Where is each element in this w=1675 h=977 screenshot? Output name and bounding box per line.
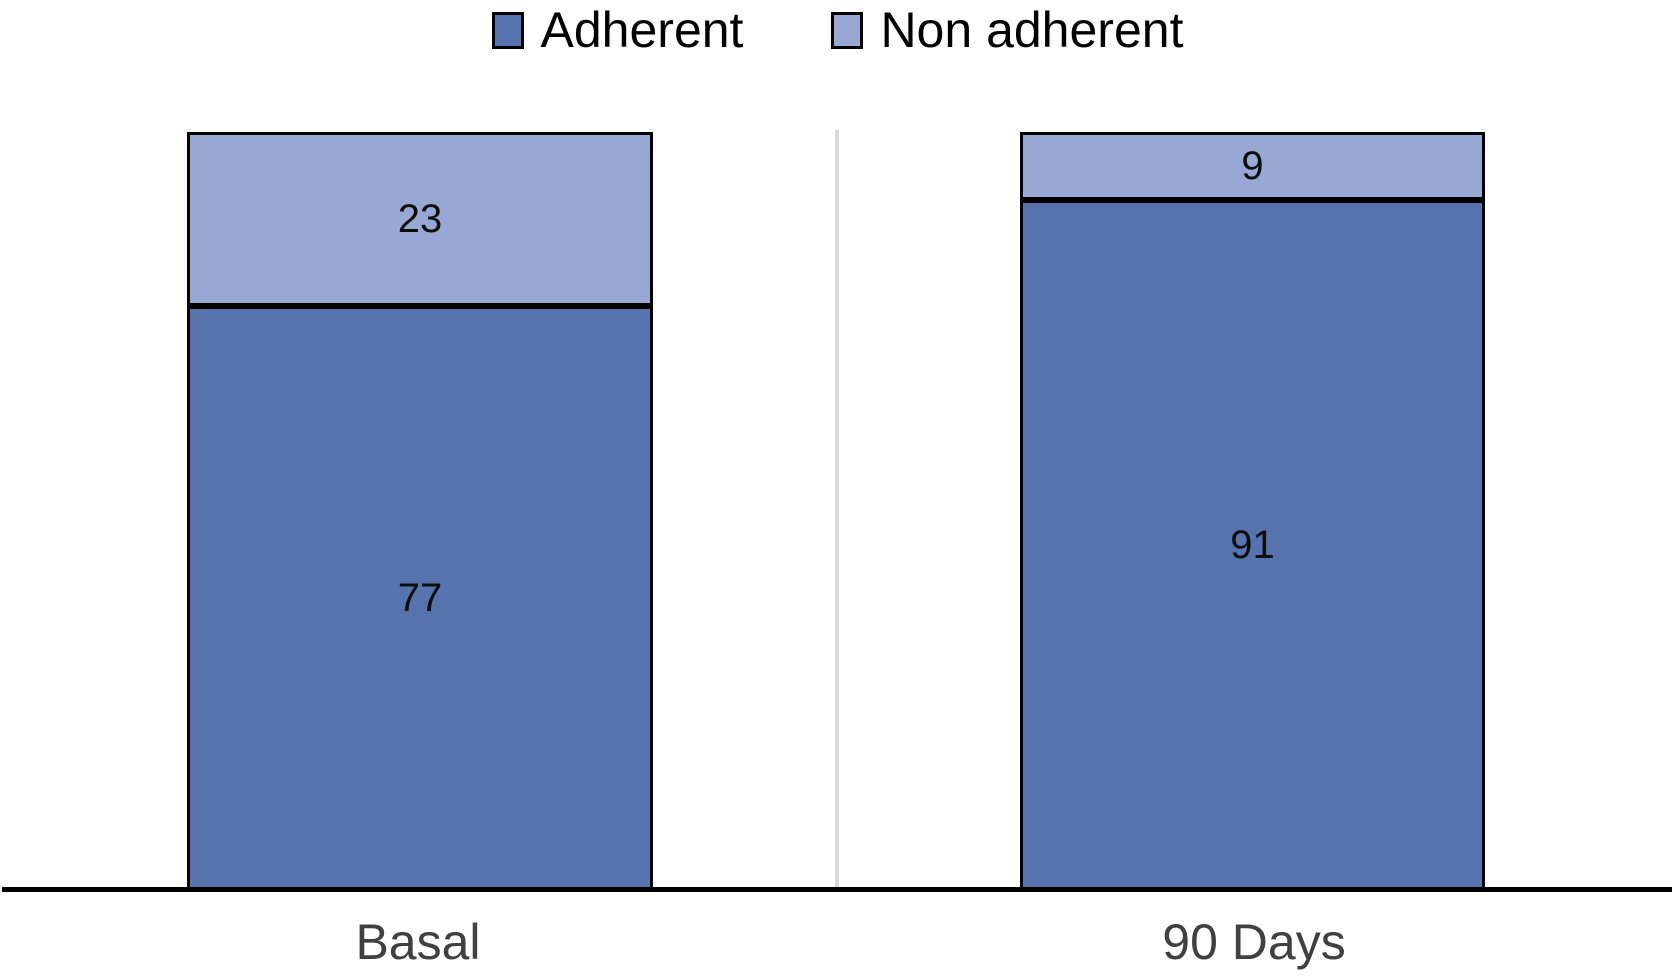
legend-swatch-non-adherent-icon <box>831 11 864 49</box>
segment-basal-non-adherent: 23 <box>187 132 653 307</box>
segment-90-days-non-adherent: 9 <box>1020 132 1485 201</box>
category-label-basal: Basal <box>355 914 481 970</box>
bar-90-days: 9 91 <box>1020 132 1485 890</box>
plot-area: 23 77 9 91 <box>0 130 1675 890</box>
bar-basal: 23 77 <box>187 132 653 890</box>
legend-swatch-adherent-icon <box>491 11 524 49</box>
category-divider-line <box>835 130 839 890</box>
legend-label-adherent: Adherent <box>540 2 744 58</box>
data-label: 91 <box>1230 523 1275 568</box>
data-label: 77 <box>397 576 443 621</box>
segment-90-days-adherent: 91 <box>1020 200 1485 890</box>
category-label-90-days: 90 Days <box>1162 914 1346 970</box>
x-axis-line <box>2 887 1672 892</box>
legend-label-non-adherent: Non adherent <box>880 2 1184 58</box>
legend-item-adherent: Adherent <box>491 2 744 58</box>
chart-legend: Adherent Non adherent <box>0 2 1675 58</box>
segment-basal-adherent: 77 <box>187 306 653 890</box>
data-label: 23 <box>397 197 443 242</box>
legend-item-non-adherent: Non adherent <box>831 2 1183 58</box>
data-label: 9 <box>1241 144 1264 189</box>
